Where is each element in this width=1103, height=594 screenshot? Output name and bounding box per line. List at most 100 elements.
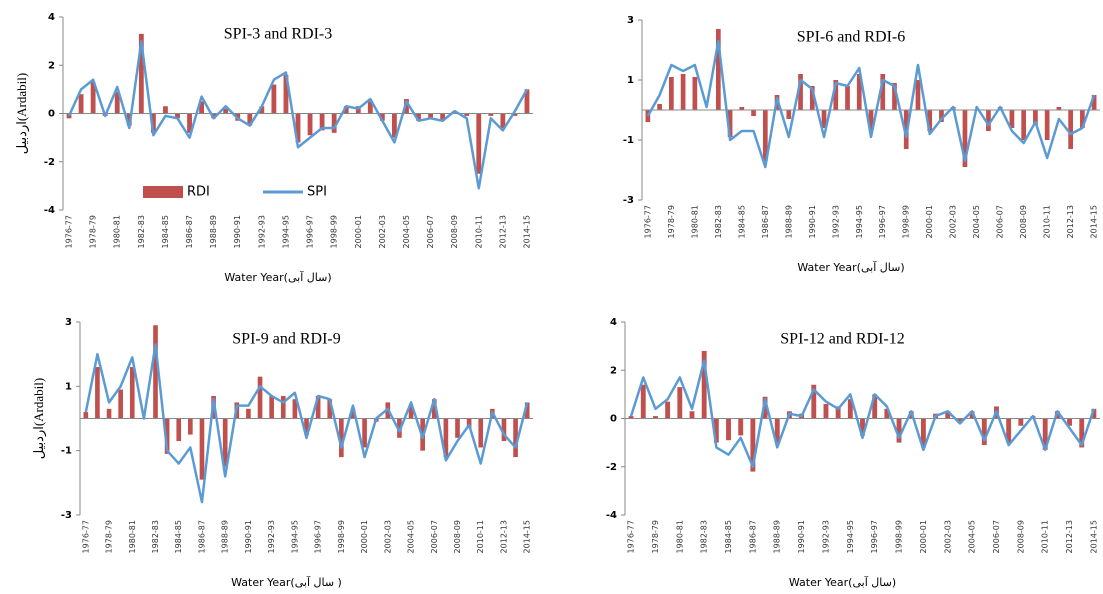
x-tick-label: 1994-95 [855, 205, 864, 238]
y-tick-label: 2 [610, 365, 617, 376]
bar [280, 395, 286, 419]
chart-title: SPI-6 and RDI-6 [797, 29, 905, 46]
x-tick-label: 1990-91 [233, 215, 242, 248]
y-tick-label: 3 [627, 15, 634, 26]
y-tick-label: -4 [606, 510, 617, 521]
bar [292, 399, 298, 419]
bar [150, 113, 156, 133]
x-tick-label: 2004-05 [968, 520, 977, 553]
x-tick-label: 1986-87 [185, 215, 194, 248]
x-tick-label: 2004-05 [972, 205, 981, 238]
x-tick-label: 1984-85 [737, 205, 746, 238]
bar [1018, 418, 1024, 426]
x-axis-label: Water Year(سال آبی ) [231, 575, 342, 589]
x-tick-label: 1984-85 [174, 520, 183, 553]
bar [726, 418, 731, 441]
bar [939, 110, 944, 122]
x-tick-label: 1976-77 [65, 215, 74, 248]
bar [269, 395, 274, 419]
x-tick-label: 1988-89 [773, 520, 782, 553]
x-tick-label: 2006-07 [996, 205, 1005, 238]
bar [431, 399, 437, 419]
bar [762, 110, 768, 161]
x-tick-label: 2006-07 [426, 215, 435, 248]
bar [1068, 110, 1073, 149]
bar [187, 113, 192, 133]
bar [1042, 418, 1048, 450]
y-tick-label: -3 [61, 510, 72, 521]
bar [680, 74, 686, 110]
x-tick-label: 1978-79 [651, 520, 660, 553]
bar [319, 113, 325, 131]
bar [500, 113, 506, 128]
x-tick-label: 1996-97 [306, 215, 315, 248]
x-tick-label: 2014-15 [1090, 205, 1099, 238]
x-tick-label: 1992-93 [267, 520, 276, 553]
legend-swatch [143, 186, 183, 198]
bar [343, 106, 349, 114]
y-axis-label: اردبیل(Ardabil) [14, 73, 30, 154]
bar [138, 33, 144, 114]
bar [1067, 418, 1072, 426]
y-tick-label: 1 [65, 381, 72, 392]
x-tick-label: 1998-99 [895, 520, 904, 553]
x-tick-label: 2004-05 [402, 215, 411, 248]
y-tick-label: 2 [48, 60, 55, 71]
bar [304, 418, 309, 435]
x-tick-label: 1988-89 [209, 215, 218, 248]
bar [327, 399, 333, 419]
x-tick-label: 2008-09 [1019, 205, 1028, 238]
bar [118, 389, 123, 419]
x-tick-label: 1992-93 [831, 205, 840, 238]
bar [114, 91, 120, 114]
x-tick-label: 2012-13 [499, 520, 508, 553]
x-tick-label: 2010-11 [476, 520, 485, 553]
x-tick-label: 2000-01 [360, 520, 369, 553]
x-tick-label: 1978-79 [89, 215, 98, 248]
x-axis-label: Water Year(سال آبی) [797, 260, 904, 274]
bar [404, 99, 409, 114]
bar [1080, 110, 1085, 128]
bar [798, 74, 803, 110]
bar [701, 350, 707, 419]
y-tick-label: 0 [48, 109, 55, 120]
bar [739, 107, 745, 110]
x-tick-label: 1976-77 [627, 520, 636, 553]
bar [962, 110, 968, 167]
bar [847, 399, 853, 419]
x-tick-label: 1982-83 [714, 205, 723, 238]
chart-title: SPI-9 and RDI-9 [232, 331, 340, 348]
bar [246, 408, 251, 419]
x-tick-label: 1980-81 [690, 205, 699, 238]
y-tick-label: 3 [65, 317, 72, 328]
x-tick-label: 1998-99 [337, 520, 346, 553]
bar [692, 77, 698, 110]
bar [915, 80, 921, 110]
chart-title: SPI-12 and RDI-12 [780, 331, 904, 348]
y-tick-label: -2 [44, 157, 55, 168]
x-tick-label: 2006-07 [992, 520, 1001, 553]
x-tick-label: 1978-79 [667, 205, 676, 238]
x-tick-label: 2002-03 [949, 205, 958, 238]
bar [845, 86, 850, 110]
x-tick-label: 1996-97 [314, 520, 323, 553]
bar [247, 113, 253, 126]
bar [466, 418, 472, 429]
x-tick-label: 2012-13 [498, 215, 507, 248]
bar [669, 77, 674, 110]
bar [106, 408, 112, 419]
bar [331, 113, 337, 133]
bar [443, 418, 449, 458]
x-tick-label: 2004-05 [407, 520, 416, 553]
x-tick-label: 1982-83 [137, 215, 146, 248]
bar [762, 396, 768, 419]
bar [957, 418, 963, 424]
bar [1091, 408, 1097, 419]
bar [259, 106, 265, 114]
x-tick-label: 1978-79 [105, 520, 114, 553]
x-tick-label: 2014-15 [522, 215, 531, 248]
y-tick-label: -3 [623, 195, 634, 206]
y-tick-label: -4 [44, 205, 55, 216]
line [84, 343, 529, 504]
bar [199, 418, 205, 480]
